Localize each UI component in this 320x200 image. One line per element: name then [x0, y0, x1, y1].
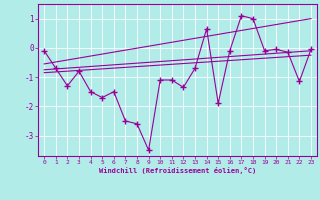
X-axis label: Windchill (Refroidissement éolien,°C): Windchill (Refroidissement éolien,°C)	[99, 167, 256, 174]
